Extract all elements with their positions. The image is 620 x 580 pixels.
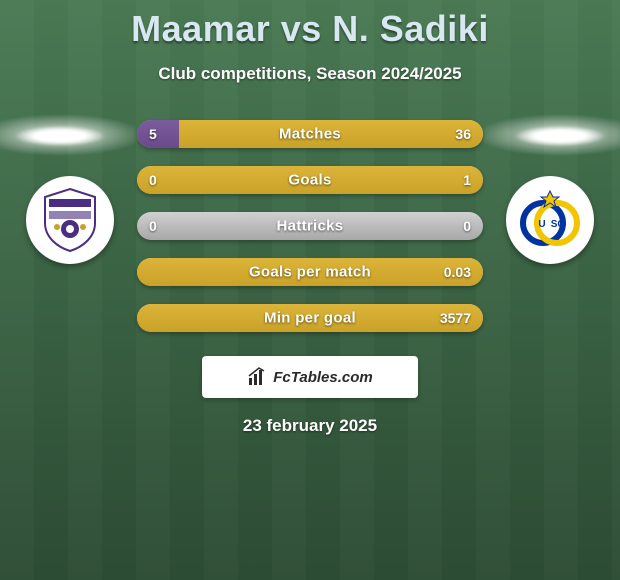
stat-value-right: 36 <box>455 126 471 142</box>
stat-row: Matches5 36 <box>137 120 483 148</box>
stat-value-right: 1 <box>463 172 471 188</box>
date-label: 23 february 2025 <box>0 416 620 436</box>
stat-row: Goals0 1 <box>137 166 483 194</box>
brand-box[interactable]: FcTables.com <box>202 356 418 398</box>
subtitle: Club competitions, Season 2024/2025 <box>0 64 620 84</box>
bar-chart-icon <box>247 366 269 388</box>
stat-value-left: 5 <box>149 126 157 142</box>
stat-value-left: 0 <box>149 172 157 188</box>
stat-label: Hattricks <box>137 218 483 235</box>
stat-value-left: 0 <box>149 218 157 234</box>
stat-value-right: 0.03 <box>444 264 471 280</box>
stat-label: Goals <box>137 172 483 189</box>
stats-rows: Matches536Goals01Hattricks00Goals per ma… <box>0 120 620 332</box>
stat-label: Matches <box>137 126 483 143</box>
stat-row: Hattricks0 0 <box>137 212 483 240</box>
stat-label: Min per goal <box>137 310 483 327</box>
stat-label: Goals per match <box>137 264 483 281</box>
stat-value-right: 0 <box>463 218 471 234</box>
stat-row: Min per goal3577 <box>137 304 483 332</box>
page-title: Maamar vs N. Sadiki <box>0 0 620 50</box>
brand-label: FcTables.com <box>273 369 372 386</box>
stat-row: Goals per match0.03 <box>137 258 483 286</box>
main-content: Maamar vs N. Sadiki Club competitions, S… <box>0 0 620 436</box>
stat-value-right: 3577 <box>440 310 471 326</box>
